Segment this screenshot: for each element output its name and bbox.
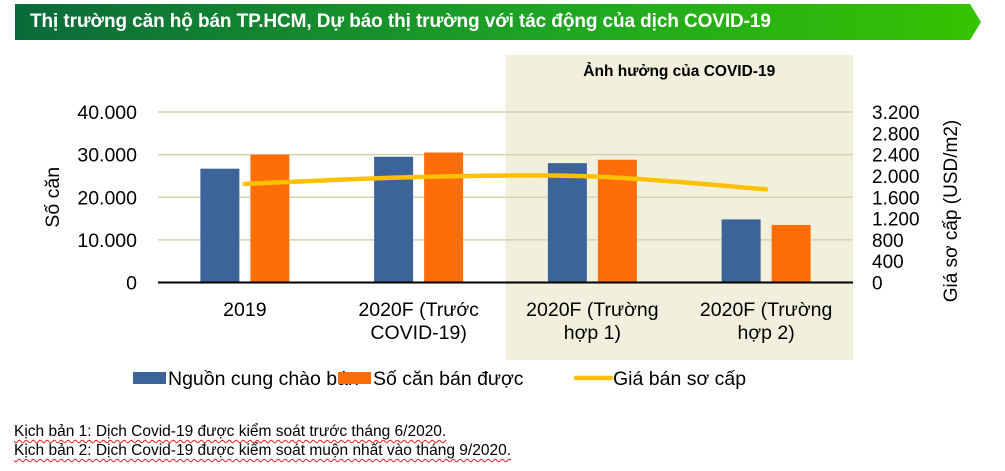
footnote-1-text: Kịch bản 1: Dịch Covid-19 được kiểm soát… (14, 423, 447, 440)
bar-supply (200, 168, 240, 283)
x-tick-label: 2020F (Trường (700, 299, 832, 321)
bar-sold (771, 224, 811, 283)
legend-label: Giá bán sơ cấp (613, 368, 746, 390)
y-tick-right: 2.400 (872, 146, 920, 167)
y-tick-right: 0 (872, 274, 883, 295)
y-tick-left: 10.000 (77, 230, 137, 252)
x-tick-label: COVID-19) (370, 322, 466, 344)
x-tick-label: 2020F (Trường (526, 299, 658, 321)
y-tick-right: 2.800 (872, 124, 920, 145)
bar-supply (547, 163, 587, 283)
y-tick-left: 20.000 (77, 187, 137, 209)
y-tick-right: 2.000 (872, 167, 920, 188)
bar-sold (424, 152, 464, 283)
combo-chart: Ảnh hưởng của COVID-19 0 10.000 20.000 30.00… (42, 55, 962, 390)
y-tick-right: 800 (872, 231, 904, 252)
covid-impact-label: Ảnh hưởng của COVID-19 (583, 63, 775, 80)
y-tick-right: 1.600 (872, 188, 920, 209)
bar-sold (250, 154, 290, 283)
footnote-scenario-1: Kịch bản 1: Dịch Covid-19 được kiểm soát… (14, 423, 446, 441)
footnote-2-text: Kịch bản 2: Dịch Covid-19 được kiểm soát… (14, 442, 512, 459)
x-tick-label: 2019 (223, 299, 266, 321)
price-line (242, 173, 769, 192)
chart-title: Thị trường căn hộ bán TP.HCM, Dự báo thị… (30, 11, 771, 32)
title-banner: Thị trường căn hộ bán TP.HCM, Dự báo thị… (15, 4, 981, 40)
banner-arrow-shape (15, 4, 981, 40)
bar-supply (721, 219, 761, 283)
legend-swatch (338, 372, 371, 384)
x-tick-label: 2020F (Trước (358, 299, 479, 321)
y-axis-label-left: Số căn (42, 167, 64, 228)
y-axis-label-right: Giá sơ cấp (USD/m2) (941, 120, 962, 302)
legend-label: Số căn bán được (373, 368, 524, 390)
x-tick-label: hợp 2) (738, 322, 795, 344)
legend-swatch (133, 372, 166, 384)
y-tick-right: 3.200 (872, 103, 920, 124)
y-tick-left: 30.000 (77, 145, 137, 167)
x-tick-label: hợp 1) (564, 322, 621, 344)
footnote-scenario-2: Kịch bản 2: Dịch Covid-19 được kiểm soát… (14, 442, 511, 460)
y-tick-left: 40.000 (77, 102, 137, 124)
y-tick-right: 400 (872, 252, 904, 273)
y-tick-right: 1.200 (872, 210, 920, 231)
y-tick-left: 0 (126, 273, 137, 295)
legend-label: Nguồn cung chào bán (168, 368, 359, 390)
